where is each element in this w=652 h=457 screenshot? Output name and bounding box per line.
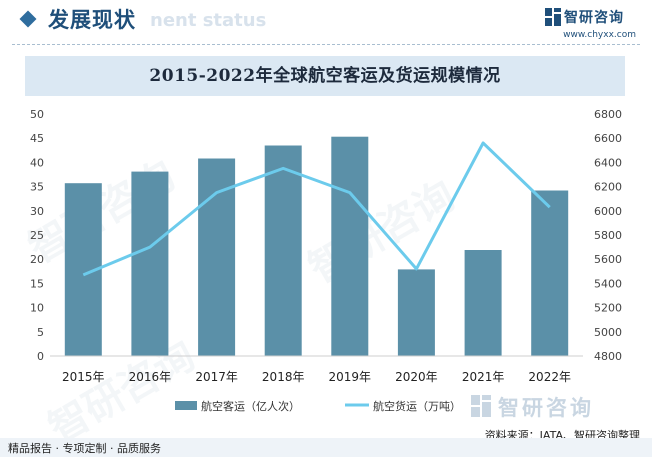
y-left-tick-label: 45 bbox=[30, 132, 44, 145]
y-left-tick-label: 40 bbox=[30, 156, 44, 169]
footer-logo: 智研咨询 bbox=[470, 392, 650, 422]
header-divider bbox=[12, 44, 640, 45]
legend: 航空客运（亿人次） 航空货运（万吨） bbox=[175, 399, 461, 413]
footer-bar bbox=[0, 438, 652, 457]
y-left-tick-label: 5 bbox=[37, 326, 44, 339]
line-series bbox=[82, 141, 551, 277]
y-right-tick-label: 4800 bbox=[594, 350, 622, 363]
legend-bar-swatch bbox=[175, 401, 197, 410]
y-right-tick-label: 6600 bbox=[594, 132, 622, 145]
line-path bbox=[82, 141, 551, 277]
chart-title-band: 2015-2022年全球航空客运及货运规模情况 bbox=[25, 56, 625, 96]
x-tick-label: 2020年 bbox=[395, 370, 438, 384]
bar bbox=[131, 171, 169, 356]
bar bbox=[264, 145, 302, 356]
y-axis-right: 4800 5000 5200 5400 5600 5800 6000 6200 6400 6600… bbox=[594, 108, 622, 363]
y-left-tick-label: 10 bbox=[30, 302, 44, 315]
brand-logo: 智研咨询 www.chyxx.com bbox=[544, 4, 636, 42]
x-tick-label: 2015年 bbox=[62, 370, 105, 384]
x-tick-label: 2022年 bbox=[528, 370, 571, 384]
y-left-tick-label: 0 bbox=[37, 350, 44, 363]
y-right-tick-label: 6200 bbox=[594, 181, 622, 194]
legend-line-label: 航空货运（万吨） bbox=[373, 399, 461, 413]
y-left-tick-label: 35 bbox=[30, 181, 44, 194]
y-right-tick-label: 6800 bbox=[594, 108, 622, 121]
x-tick-label: 2017年 bbox=[195, 370, 238, 384]
x-tick-label: 2021年 bbox=[462, 370, 505, 384]
bar bbox=[397, 269, 435, 356]
bar-series bbox=[64, 136, 569, 356]
bar bbox=[531, 190, 569, 356]
y-left-tick-label: 25 bbox=[30, 229, 44, 242]
y-right-tick-label: 5400 bbox=[594, 277, 622, 290]
chart-title: 2015-2022年全球航空客运及货运规模情况 bbox=[149, 66, 501, 86]
y-left-tick-label: 50 bbox=[30, 108, 44, 121]
bar bbox=[464, 250, 502, 356]
x-tick-label: 2019年 bbox=[329, 370, 372, 384]
y-left-tick-label: 20 bbox=[30, 253, 44, 266]
y-left-tick-label: 15 bbox=[30, 277, 44, 290]
bar bbox=[331, 136, 369, 356]
footer-logo-name: 智研咨询 bbox=[498, 396, 594, 420]
y-right-tick-label: 5800 bbox=[594, 229, 622, 242]
x-tick-label: 2016年 bbox=[129, 370, 172, 384]
brand-url[interactable]: www.chyxx.com bbox=[563, 30, 636, 40]
section-title: 发展现状 bbox=[48, 8, 136, 32]
brand-name: 智研咨询 bbox=[564, 10, 624, 26]
x-tick-label: 2018年 bbox=[262, 370, 305, 384]
y-right-tick-label: 5200 bbox=[594, 302, 622, 315]
legend-bar-label: 航空客运（亿人次） bbox=[201, 399, 300, 413]
x-axis: 2015年 2016年 2017年 2018年 2019年 2020年 2021年 2022年 bbox=[62, 370, 571, 384]
footer-slogan: 精品报告 · 专项定制 · 品质服务 bbox=[8, 442, 161, 455]
page-header: 发展现状 nent status 智研咨询 www.chyxx.com bbox=[0, 0, 652, 45]
y-right-tick-label: 5600 bbox=[594, 253, 622, 266]
y-axis-left: 0 5 10 15 20 25 30 35 40 45 50 bbox=[30, 108, 44, 363]
y-right-tick-label: 6400 bbox=[594, 156, 622, 169]
section-subtitle-ghost: nent status bbox=[150, 10, 267, 31]
y-right-tick-label: 5000 bbox=[594, 326, 622, 339]
y-right-tick-label: 6000 bbox=[594, 205, 622, 218]
y-left-tick-label: 30 bbox=[30, 205, 44, 218]
brand-mark-icon bbox=[545, 8, 561, 26]
brand-mark-icon bbox=[471, 395, 491, 417]
